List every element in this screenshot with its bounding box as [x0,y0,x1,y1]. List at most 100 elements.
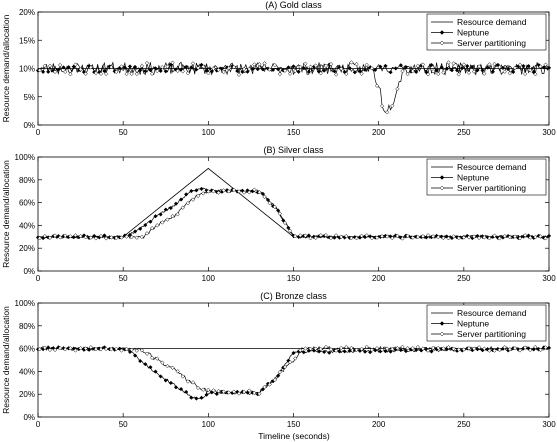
series-point-server-partitioning [456,347,461,352]
series-point-server-partitioning [47,63,53,69]
series-point-neptune [163,207,168,212]
series-point-neptune [342,349,347,354]
x-tick-label: 300 [542,420,556,429]
series-point-server-partitioning [451,61,456,66]
series-point-server-partitioning [185,71,191,76]
series-point-server-partitioning [451,234,456,239]
legend-label-neptune: Neptune [457,319,489,329]
series-point-neptune [449,68,455,73]
series-point-server-partitioning [149,355,155,360]
series-point-server-partitioning [124,71,129,77]
series-point-neptune [291,64,296,69]
series-point-server-partitioning [344,345,349,350]
series-point-neptune [393,66,398,71]
series-point-neptune [511,69,516,75]
series-point-neptune [465,63,470,69]
series-point-server-partitioning [522,233,528,238]
series-point-server-partitioning [415,344,420,350]
series-point-server-partitioning [52,69,58,74]
series-point-server-partitioning [313,63,318,68]
series-point-server-partitioning [78,346,83,351]
series-point-neptune [158,212,163,217]
series-point-neptune [204,392,209,397]
series-point-server-partitioning [180,374,185,379]
series-point-server-partitioning [247,190,252,195]
series-point-server-partitioning [390,347,395,352]
x-tick-label: 100 [202,274,216,283]
series-point-server-partitioning [436,234,441,240]
series-point-server-partitioning [456,72,461,77]
y-tick-label: 10% [19,65,35,74]
y-tick-label: 100% [15,299,35,308]
x-tick-label: 0 [36,128,41,137]
series-point-neptune [132,229,138,234]
chart-title-silver: (B) Silver class [263,145,324,155]
series-point-server-partitioning [124,346,129,352]
series-point-server-partitioning [37,347,42,352]
series-point-server-partitioning [201,191,206,196]
series-point-neptune [327,350,332,355]
series-point-server-partitioning [63,69,68,75]
series-point-server-partitioning [313,346,318,351]
series-point-server-partitioning [487,348,492,353]
y-tick-label: 100% [15,153,35,162]
series-point-neptune [199,395,204,400]
x-tick-label: 300 [542,128,556,137]
x-tick-label: 0 [36,420,41,429]
series-point-server-partitioning [160,65,165,70]
series-point-neptune [270,67,276,73]
series-point-neptune [245,69,250,74]
series-point-server-partitioning [425,72,431,77]
series-point-neptune [178,197,184,202]
series-point-server-partitioning [359,346,364,352]
series-point-server-partitioning [507,347,512,352]
legend-label-resource-demand: Resource demand [457,17,527,27]
series-point-neptune [255,66,260,72]
series-point-neptune [403,348,409,354]
series-point-neptune [526,63,531,69]
series-point-server-partitioning [103,346,109,352]
series-point-server-partitioning [119,235,124,240]
series-point-server-partitioning [124,234,129,239]
series-point-server-partitioning [231,389,237,394]
series-point-server-partitioning [344,71,349,77]
series-point-server-partitioning [252,62,257,67]
series-point-server-partitioning [400,68,405,74]
series-point-server-partitioning [446,236,451,241]
series-point-server-partitioning [446,60,451,65]
legend-box [426,304,547,342]
series-point-server-partitioning [395,233,400,239]
series-point-server-partitioning [180,69,185,74]
series-point-server-partitioning [42,233,47,239]
series-point-server-partitioning [206,387,211,393]
series-point-server-partitioning [461,347,466,352]
series-point-server-partitioning [487,236,492,241]
legend-marker-server-partitioning [439,185,445,191]
series-point-server-partitioning [93,236,99,241]
series-point-server-partitioning [374,83,380,88]
series-point-server-partitioning [47,347,53,353]
series-point-server-partitioning [221,188,226,193]
y-tick-label: 0% [23,267,35,276]
series-point-server-partitioning [374,346,380,351]
series-point-server-partitioning [93,70,99,76]
series-point-server-partitioning [431,234,436,239]
series-point-server-partitioning [109,64,114,70]
series-point-server-partitioning [339,66,344,71]
series-point-server-partitioning [415,63,420,69]
series-point-server-partitioning [502,69,507,74]
x-tick-label: 150 [287,420,301,429]
series-point-server-partitioning [436,71,441,77]
series-point-server-partitioning [236,72,242,77]
series-point-server-partitioning [364,233,369,238]
y-tick-label: 20% [19,244,35,253]
series-point-server-partitioning [425,233,431,238]
series-point-server-partitioning [482,346,487,351]
series-point-server-partitioning [241,190,247,195]
series-server-partitioning-bronze [37,344,550,397]
series-point-server-partitioning [497,64,502,70]
legend-label-resource-demand: Resource demand [457,308,527,318]
series-point-neptune [398,63,403,68]
series-point-server-partitioning [109,347,114,352]
